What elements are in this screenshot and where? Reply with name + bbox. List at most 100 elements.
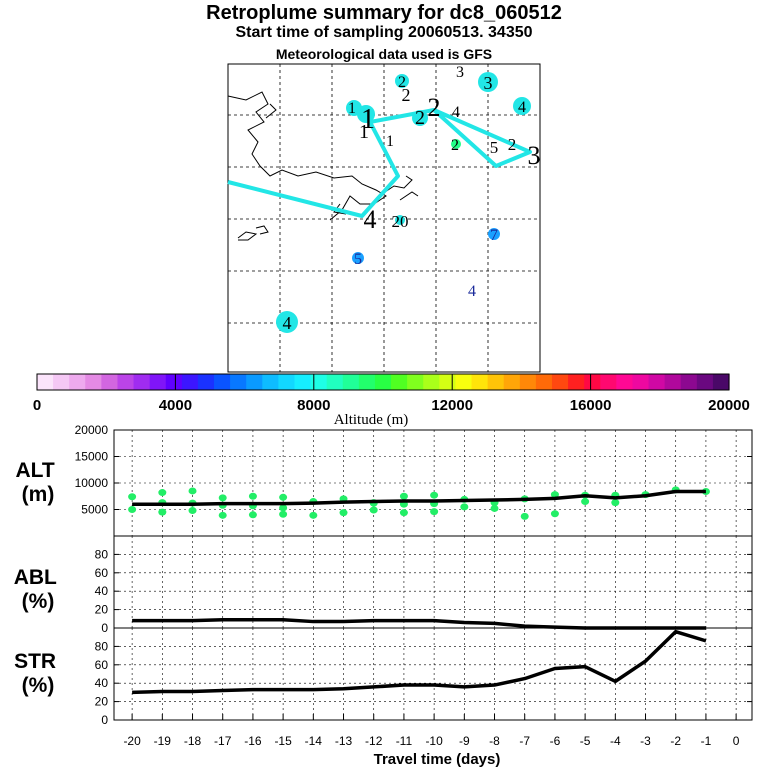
alt-label-line2: (m) [22, 483, 55, 506]
plume-label: 20 [392, 212, 409, 231]
plume-marker [488, 228, 500, 240]
colorbar-cell [149, 374, 167, 390]
y-tick-label: 0 [101, 621, 108, 635]
alt-scatter-point [128, 506, 137, 513]
alt-scatter-point [218, 494, 227, 502]
colorbar-cell [391, 374, 408, 390]
alt-scatter-point [248, 511, 257, 519]
colorbar-cell [535, 374, 553, 390]
x-tick-label: -15 [274, 734, 292, 748]
plume-label: 1 [361, 104, 375, 135]
colorbar-cell [262, 374, 279, 390]
y-tick-label: 20 [95, 603, 109, 617]
colorbar-cell [326, 374, 344, 390]
y-tick-label: 5000 [81, 503, 108, 517]
plume-labels: 3 2 2 3 4 1 1 1 2 2 4 1 2 5 2 3 4 20 7 5… [283, 64, 541, 333]
plume-label: 2 [402, 85, 411, 105]
map-gridlines [228, 64, 540, 372]
x-tick-label: -5 [580, 734, 591, 748]
colorbar-cell [342, 374, 360, 390]
y-tick-label: 10000 [75, 476, 109, 490]
plume-marker [395, 215, 405, 225]
plume-label: 1 [348, 100, 356, 117]
plume-label: 4 [518, 99, 526, 116]
plume-marker [352, 252, 364, 264]
x-tick-label: -12 [365, 734, 383, 748]
colorbar-tick-label: 8000 [297, 397, 330, 414]
colorbar-cell [165, 374, 183, 390]
y-tick-label: 40 [95, 584, 109, 598]
chart-title: Retroplume summary for dc8_060512 [206, 2, 562, 24]
x-tick-label: -13 [335, 734, 353, 748]
time-series-panels: 5000 10000 15000 20000 0 20 40 60 80 0 20 40 60 80 -2… [14, 423, 753, 768]
plume-markers [276, 72, 531, 333]
plume-label: 7 [490, 227, 498, 244]
colorbar-cell [117, 374, 135, 390]
x-axis-label: Travel time (days) [374, 751, 501, 768]
colorbar-cell [310, 374, 328, 390]
plume-marker [412, 110, 428, 126]
colorbar-cell [230, 374, 247, 390]
alt-scatter-point [248, 492, 257, 500]
alt-label-line1: ALT [15, 459, 54, 482]
x-tick-label: -14 [305, 734, 323, 748]
x-tick-label: -3 [640, 734, 651, 748]
sampling-times: Start time of sampling 20060513. 34350 [235, 24, 533, 41]
colorbar-cell [487, 374, 505, 390]
abl-series-line [132, 617, 706, 630]
plume-label: 2 [428, 93, 441, 122]
y-tick-label: 80 [95, 639, 109, 653]
colorbar-cell [358, 374, 376, 390]
colorbar-cell [294, 374, 312, 390]
x-tick-label: -9 [459, 734, 470, 748]
plume-label: 2 [508, 135, 517, 154]
x-tick-label: -7 [519, 734, 530, 748]
colorbar-cell [246, 374, 263, 390]
colorbar-cell [455, 374, 473, 390]
colorbar-cell [197, 374, 215, 390]
colorbar-cell [423, 374, 440, 390]
colorbar-cell [632, 374, 650, 390]
colorbar-cell [133, 374, 151, 390]
colorbar-label: Altitude (m) [334, 412, 409, 428]
alt-scatter-point [279, 510, 288, 518]
alt-scatter-point [611, 499, 620, 507]
plume-marker [357, 105, 375, 123]
colorbar-cell [712, 374, 730, 390]
colorbar-tick-label: 0 [33, 397, 41, 414]
alt-scatter-point [158, 508, 167, 516]
alt-scatter-point [188, 507, 197, 515]
colorbar-cell [600, 374, 617, 390]
colorbar-cell [680, 374, 698, 390]
plume-label: 2 [415, 107, 425, 129]
colorbar-tick-label: 12000 [431, 397, 473, 414]
colorbar-cell [407, 374, 424, 390]
alt-scatter-point [490, 504, 499, 512]
x-tick-label: -6 [550, 734, 561, 748]
alt-scatter-point [309, 511, 318, 519]
abl-panel-frame [113, 535, 753, 629]
x-tick-label: -11 [396, 734, 413, 748]
str-label-line1: STR [14, 650, 56, 673]
alt-scatter-point [188, 487, 197, 495]
abl-label-line2: (%) [22, 590, 55, 613]
x-tick-label: 0 [733, 734, 740, 748]
met-data-note: Meteorological data used is GFS [275, 46, 493, 62]
trajectory-line [227, 108, 532, 218]
colorbar-cell [101, 374, 119, 390]
plume-marker [513, 97, 531, 115]
y-tick-label: 60 [95, 566, 109, 580]
colorbar-cell [181, 374, 199, 390]
alt-scatter-point [520, 512, 529, 520]
alt-scatter-point [399, 509, 408, 517]
alt-scatter-point [430, 491, 439, 499]
map-frame [227, 63, 541, 373]
colorbar-cell [616, 374, 634, 390]
str-series-line [132, 629, 707, 695]
str-panel-frame [113, 627, 753, 721]
alt-scatter [128, 486, 710, 520]
x-tick-label: -1 [701, 734, 712, 748]
colorbar-tick-label: 4000 [159, 397, 192, 414]
altitude-colorbar: 0 4000 8000 12000 16000 20000 Altitude (m) [33, 373, 750, 428]
colorbar-cell [85, 374, 102, 390]
